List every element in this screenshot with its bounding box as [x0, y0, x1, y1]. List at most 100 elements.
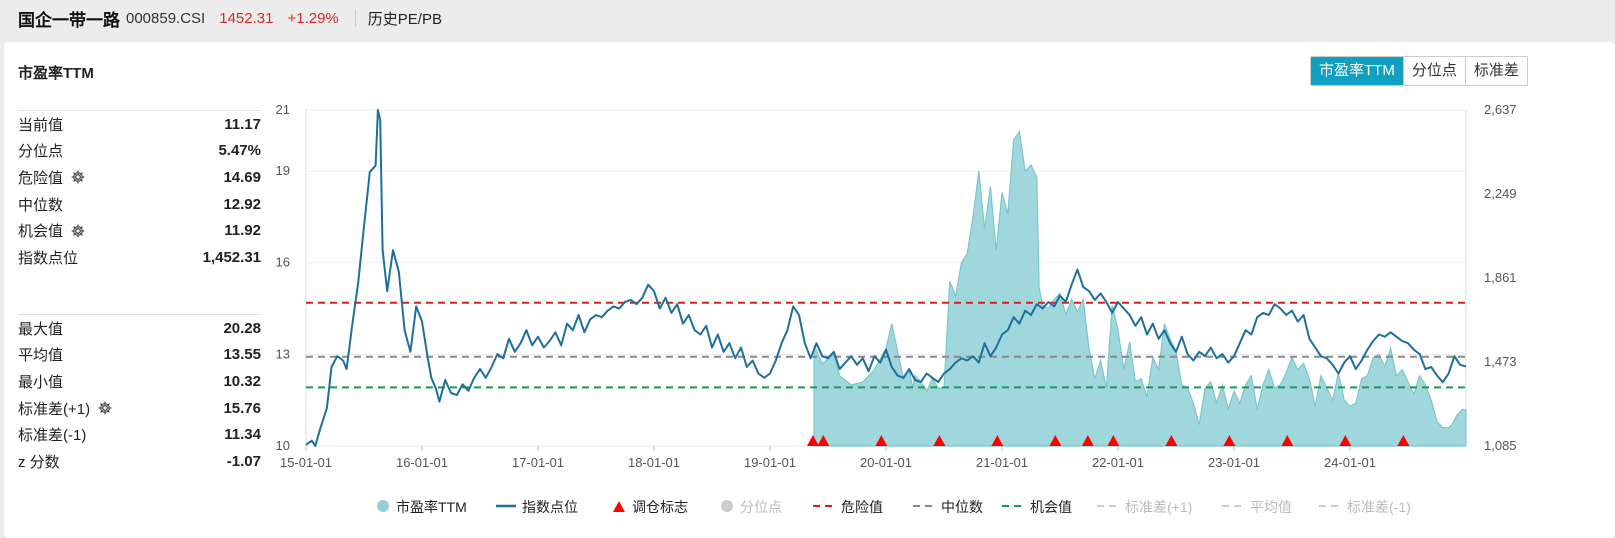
stat-label: 最大值	[18, 318, 63, 339]
stat-value: 20.28	[223, 319, 261, 337]
legend-item[interactable]: 机会值	[1002, 494, 1072, 520]
legend-dash-icon	[1097, 499, 1119, 516]
rebalance-marker	[933, 435, 946, 446]
x-tick-label: 18-01-01	[628, 455, 680, 470]
x-tick-label: 20-01-01	[860, 455, 912, 470]
legend-label: 平均值	[1250, 499, 1292, 515]
x-tick-label: 15-01-01	[280, 455, 332, 470]
legend-triangle-icon	[612, 499, 626, 516]
legend-item[interactable]: 市盈率TTM	[376, 494, 467, 520]
x-tick-label: 23-01-01	[1208, 455, 1260, 470]
stat-label: 分位点	[18, 140, 63, 161]
legend-label: 机会值	[1030, 499, 1072, 515]
stat-value: 1,452.31	[202, 248, 261, 266]
stat-label-text: 标准差(-1)	[18, 427, 87, 445]
legend-label: 指数点位	[522, 499, 578, 515]
index-code: 000859.CSI	[126, 9, 206, 27]
legend-item[interactable]: 分位点	[720, 494, 782, 520]
legend-item[interactable]: 危险值	[813, 494, 883, 520]
rebalance-marker	[806, 435, 819, 446]
stat-row: 最大值 20.28	[18, 315, 261, 342]
stat-label: 标准差(+1)	[18, 398, 112, 419]
stat-label: 中位数	[18, 194, 63, 215]
stat-row: 平均值 13.55	[18, 342, 261, 369]
y-left-tick-label: 10	[276, 438, 290, 453]
x-tick-label: 19-01-01	[744, 455, 796, 470]
stat-value: 11.34	[224, 426, 261, 444]
legend-dot-icon	[376, 499, 390, 516]
stat-value: 11.17	[224, 115, 261, 133]
legend-item[interactable]: 指数点位	[496, 494, 578, 520]
x-tick-label: 24-01-01	[1324, 455, 1376, 470]
x-tick-label: 21-01-01	[976, 455, 1028, 470]
stat-label-text: 平均值	[18, 347, 64, 365]
chart-panel: 市盈率TTM 市盈率TTM 分位点 标准差 当前值 11.17 分位点 5.47% 危险…	[4, 42, 1615, 538]
legend-dot-icon	[720, 499, 734, 516]
stat-label-text: 中位数	[18, 196, 64, 214]
panel-title: 市盈率TTM	[18, 65, 94, 82]
stat-row: 标准差(-1) 11.34	[18, 421, 261, 448]
header-bar: 国企一带一路 000859.CSI 1452.31 +1.29% 历史PE/PB	[0, 0, 1615, 36]
stat-label: 最小值	[18, 371, 63, 392]
y-right-tick-label: 1,861	[1484, 270, 1517, 285]
index-line	[305, 109, 1467, 447]
stat-label: 机会值	[18, 220, 85, 241]
pe-chart: 21 19 16 13 10 2,637 2,249 1,861 1,473 1,085 15-01…	[276, 102, 1517, 470]
y-left-tick-label: 19	[276, 163, 290, 178]
stat-label-text: 当前值	[18, 116, 64, 134]
legend-item[interactable]: 中位数	[913, 494, 983, 520]
stat-value: 5.47%	[218, 142, 261, 160]
stat-label-text: 指数点位	[18, 249, 79, 267]
rebalance-marker	[1223, 435, 1236, 446]
legend-dash-icon	[1319, 499, 1341, 516]
y-left-tick-label: 13	[276, 346, 290, 361]
x-tick-label: 22-01-01	[1092, 455, 1144, 470]
chart-legend: 市盈率TTM 指数点位 调仓标志 分位点 危险值 中位数 机会值 标准差(+1) 平均值 标准差(…	[4, 494, 1615, 520]
stat-label: 标准差(-1)	[18, 424, 86, 445]
stat-value: 15.76	[223, 399, 261, 417]
index-price: 1452.31	[219, 9, 274, 27]
gear-icon[interactable]	[71, 224, 85, 238]
legend-item[interactable]: 平均值	[1222, 494, 1292, 520]
gear-icon[interactable]	[98, 401, 112, 415]
legend-dash-icon	[813, 499, 835, 516]
stats-current: 当前值 11.17 分位点 5.47% 危险值 14.69 中位数 12.92 机会值 11.92…	[18, 110, 261, 271]
stat-value: -1.07	[226, 452, 261, 470]
stat-label-text: 最小值	[18, 373, 64, 391]
y-left-tick-label: 21	[276, 102, 290, 117]
stat-label-text: 最大值	[18, 320, 64, 338]
percentile-button[interactable]: 分位点	[1402, 57, 1465, 85]
stat-label-text: 危险值	[18, 169, 64, 187]
stat-row: 最小值 10.32	[18, 368, 261, 395]
rebalance-marker	[875, 435, 888, 446]
legend-label: 分位点	[740, 499, 782, 515]
legend-dash-icon	[1002, 499, 1024, 516]
legend-item[interactable]: 标准差(+1)	[1097, 494, 1192, 520]
legend-label: 调仓标志	[632, 499, 688, 515]
stat-value: 13.55	[223, 346, 261, 364]
stat-value: 10.32	[223, 372, 261, 390]
x-tick-label: 16-01-01	[396, 455, 448, 470]
legend-line-icon	[496, 499, 516, 516]
pe-ttm-button[interactable]: 市盈率TTM	[1311, 57, 1403, 85]
header-divider	[354, 9, 356, 27]
index-change: +1.29%	[287, 9, 339, 27]
metric-toggle-group: 市盈率TTM 分位点 标准差	[1310, 56, 1528, 86]
rebalance-marker	[1397, 435, 1410, 446]
legend-label: 市盈率TTM	[396, 499, 467, 515]
y-right-tick-label: 1,085	[1484, 438, 1517, 453]
stat-label-text: 机会值	[18, 223, 64, 241]
legend-item[interactable]: 标准差(-1)	[1319, 494, 1411, 520]
pe-ttm-area	[813, 129, 1467, 447]
legend-item[interactable]: 调仓标志	[612, 494, 688, 520]
rebalance-marker	[1049, 435, 1062, 446]
stat-label: 指数点位	[18, 247, 78, 268]
stat-label: 平均值	[18, 344, 63, 365]
legend-label: 标准差(-1)	[1347, 499, 1411, 515]
gear-icon[interactable]	[71, 170, 85, 184]
stat-row: 机会值 11.92	[18, 217, 261, 244]
stddev-button[interactable]: 标准差	[1464, 57, 1527, 85]
rebalance-marker	[1339, 435, 1352, 446]
tab-history-pe-pb[interactable]: 历史PE/PB	[367, 10, 442, 28]
y-right-tick-label: 1,473	[1484, 354, 1517, 369]
